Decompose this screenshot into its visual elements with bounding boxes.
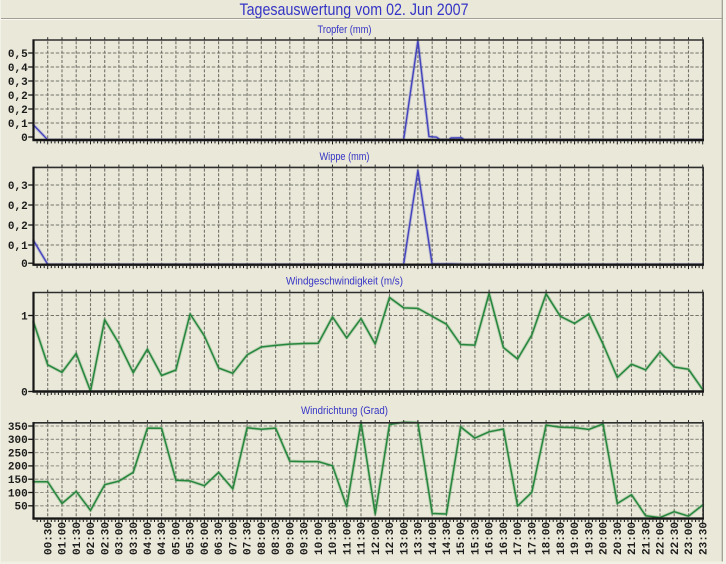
svg-text:0,3: 0,3	[8, 181, 28, 193]
svg-text:250: 250	[8, 448, 28, 460]
svg-text:08:30: 08:30	[271, 522, 283, 555]
svg-text:50: 50	[14, 502, 27, 514]
svg-text:0,2: 0,2	[8, 105, 28, 117]
svg-text:20:30: 20:30	[613, 522, 625, 555]
svg-text:1: 1	[21, 311, 28, 323]
svg-text:03:30: 03:30	[129, 522, 141, 555]
svg-text:Windgeschwindigkeit (m/s): Windgeschwindigkeit (m/s)	[286, 276, 403, 288]
svg-text:22:30: 22:30	[670, 522, 682, 555]
svg-text:17:30: 17:30	[527, 522, 539, 555]
svg-text:00:30: 00:30	[43, 522, 55, 555]
svg-text:19:30: 19:30	[584, 522, 596, 555]
svg-text:16:00: 16:00	[485, 522, 497, 555]
svg-text:03:00: 03:00	[115, 522, 127, 555]
svg-text:09:30: 09:30	[300, 522, 312, 555]
svg-text:05:30: 05:30	[186, 522, 198, 555]
svg-text:06:00: 06:00	[200, 522, 212, 555]
svg-text:23:00: 23:00	[684, 522, 696, 555]
svg-text:17:00: 17:00	[513, 522, 525, 555]
svg-text:15:00: 15:00	[456, 522, 468, 555]
svg-text:04:30: 04:30	[157, 522, 169, 555]
svg-text:19:00: 19:00	[570, 522, 582, 555]
svg-text:13:30: 13:30	[414, 522, 426, 555]
svg-text:02:00: 02:00	[86, 522, 98, 555]
svg-text:15:30: 15:30	[471, 522, 483, 555]
svg-text:0: 0	[21, 259, 28, 271]
svg-text:20:00: 20:00	[599, 522, 611, 555]
svg-text:01:00: 01:00	[58, 522, 70, 555]
svg-text:08:00: 08:00	[257, 522, 269, 555]
svg-text:13:00: 13:00	[399, 522, 411, 555]
svg-text:05:00: 05:00	[172, 522, 184, 555]
svg-text:11:30: 11:30	[357, 522, 369, 555]
svg-text:300: 300	[8, 435, 28, 447]
svg-text:0,2: 0,2	[8, 201, 28, 213]
svg-text:0,1: 0,1	[8, 119, 28, 131]
svg-text:12:00: 12:00	[371, 522, 383, 555]
svg-text:Tropfer (mm): Tropfer (mm)	[318, 24, 372, 36]
svg-text:350: 350	[8, 422, 28, 434]
svg-text:11:00: 11:00	[342, 522, 354, 555]
svg-text:0,3: 0,3	[8, 77, 28, 89]
svg-text:200: 200	[8, 462, 28, 474]
svg-text:14:30: 14:30	[442, 522, 454, 555]
svg-text:21:00: 21:00	[627, 522, 639, 555]
svg-text:0,5: 0,5	[8, 49, 28, 61]
svg-text:0,2: 0,2	[8, 91, 28, 103]
svg-text:150: 150	[8, 475, 28, 487]
svg-text:01:30: 01:30	[72, 522, 84, 555]
svg-text:10:30: 10:30	[328, 522, 340, 555]
svg-text:07:30: 07:30	[243, 522, 255, 555]
svg-text:100: 100	[8, 488, 28, 500]
svg-text:0,2: 0,2	[8, 221, 28, 233]
svg-text:Tagesauswertung vom 02. Jun 20: Tagesauswertung vom 02. Jun 2007	[240, 1, 469, 19]
svg-text:04:00: 04:00	[143, 522, 155, 555]
svg-text:16:30: 16:30	[499, 522, 511, 555]
svg-text:14:00: 14:00	[428, 522, 440, 555]
svg-text:0: 0	[21, 133, 28, 145]
svg-text:06:30: 06:30	[214, 522, 226, 555]
svg-text:22:00: 22:00	[656, 522, 668, 555]
svg-text:21:30: 21:30	[641, 522, 653, 555]
svg-text:0: 0	[21, 387, 28, 399]
svg-text:23:30: 23:30	[698, 522, 710, 555]
svg-text:18:00: 18:00	[542, 522, 554, 555]
svg-text:0,4: 0,4	[8, 63, 28, 75]
svg-text:Windrichtung (Grad): Windrichtung (Grad)	[301, 405, 388, 417]
svg-text:10:00: 10:00	[314, 522, 326, 555]
svg-text:18:30: 18:30	[556, 522, 568, 555]
svg-text:09:00: 09:00	[285, 522, 297, 555]
svg-text:0,1: 0,1	[8, 241, 28, 253]
svg-text:Wippe (mm): Wippe (mm)	[320, 151, 370, 163]
svg-text:02:30: 02:30	[100, 522, 112, 555]
svg-text:07:00: 07:00	[228, 522, 240, 555]
svg-text:12:30: 12:30	[385, 522, 397, 555]
